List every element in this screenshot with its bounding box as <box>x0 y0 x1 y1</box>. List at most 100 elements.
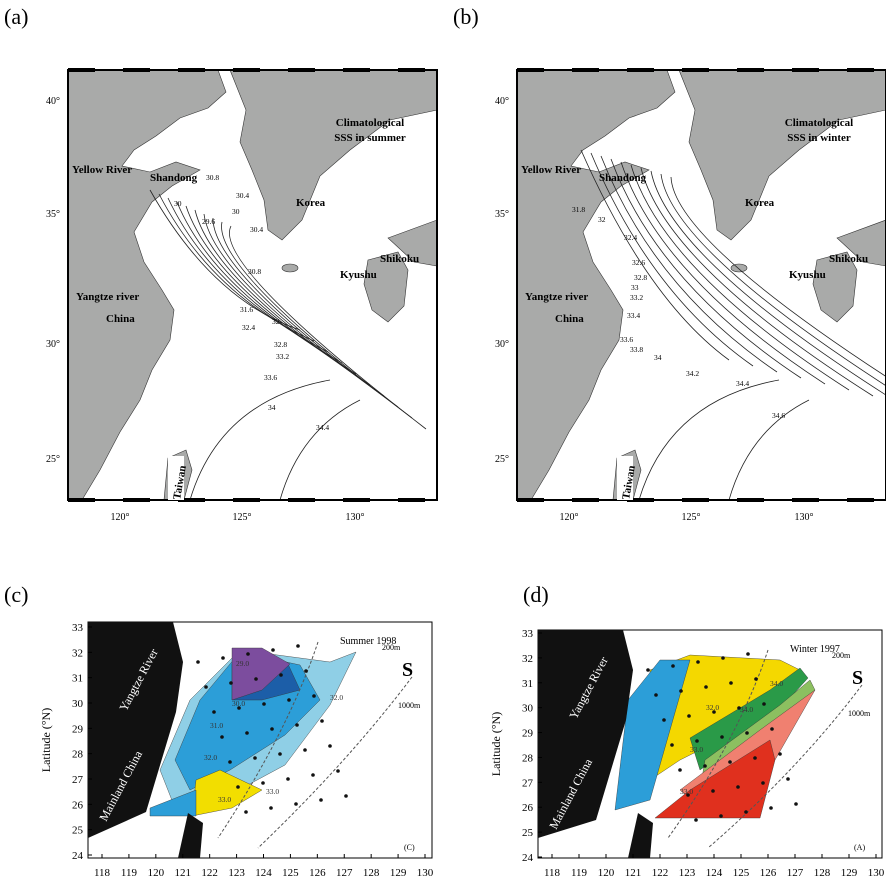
place-name: Yellow River <box>521 164 581 176</box>
y-tick-label: 30 <box>72 698 84 710</box>
contour-label: 30 <box>174 199 182 208</box>
station <box>729 681 733 685</box>
station <box>761 781 765 785</box>
contour-label: 32.4 <box>242 323 255 332</box>
station <box>245 731 249 735</box>
frame-bar <box>288 68 315 72</box>
station <box>228 760 232 764</box>
x-tick-label: 120 <box>148 867 165 879</box>
frame-bar <box>517 68 544 72</box>
figure: (a) Climatological SSS in summer Yellow Riv… <box>0 0 886 882</box>
obs-panel: (d)Winter 1997S200m1000m(A)Yangtze River… <box>489 582 885 879</box>
x-tick-label: 122 <box>652 867 669 879</box>
station <box>328 744 332 748</box>
panel-label: (a) <box>4 4 28 29</box>
y-tick-label: 25 <box>522 827 534 839</box>
lat-tick-label: 35° <box>495 209 509 220</box>
station <box>279 673 283 677</box>
frame-bar <box>682 68 709 72</box>
station <box>736 785 740 789</box>
station <box>679 689 683 693</box>
depth-label: 1000m <box>848 709 871 718</box>
y-tick-label: 28 <box>72 749 84 761</box>
map-title: Climatological <box>336 117 404 129</box>
contour-label: 30.0 <box>232 699 245 708</box>
x-tick-label: 121 <box>175 867 192 879</box>
lat-tick-label: 25° <box>46 454 60 465</box>
place-name: Kyushu <box>789 269 826 281</box>
contour-label: 29.6 <box>202 217 215 226</box>
station <box>311 773 315 777</box>
y-tick-label: 32 <box>522 653 533 665</box>
station <box>670 743 674 747</box>
lat-tick-label: 25° <box>495 454 509 465</box>
x-tick-label: 129 <box>390 867 407 879</box>
x-tick-label: 130 <box>868 867 885 879</box>
frame-bar <box>572 498 599 502</box>
contour-label: 33.6 <box>264 373 277 382</box>
y-tick-label: 31 <box>522 678 533 690</box>
contour-label: 33.2 <box>276 352 289 361</box>
contour-label: 34.6 <box>772 411 785 420</box>
frame-bar <box>343 68 370 72</box>
station <box>678 768 682 772</box>
frame-bar <box>288 498 315 502</box>
place-name: Yangtze river <box>76 291 139 303</box>
station <box>719 814 723 818</box>
x-tick-label: 122 <box>201 867 218 879</box>
frame-bar <box>233 498 260 502</box>
contour-label: 32.0 <box>330 693 343 702</box>
map-title: SSS in winter <box>787 132 851 144</box>
station <box>271 648 275 652</box>
contour-label: 31.8 <box>572 205 585 214</box>
frame-bar <box>737 498 764 502</box>
x-tick-label: 128 <box>814 867 831 879</box>
frame-bar <box>627 68 654 72</box>
map-title: SSS in summer <box>334 132 406 144</box>
lon-tick-label: 130° <box>795 512 814 523</box>
contour-label: 34.2 <box>686 369 699 378</box>
panel-label: (c) <box>4 582 28 607</box>
contour-label: 32.0 <box>706 703 719 712</box>
frame-bar <box>68 68 95 72</box>
y-tick-label: 29 <box>72 723 84 735</box>
station <box>753 756 757 760</box>
station <box>319 798 323 802</box>
x-tick-label: 130 <box>417 867 434 879</box>
x-tick-label: 127 <box>336 867 353 879</box>
x-tick-label: 125 <box>733 867 750 879</box>
station <box>745 731 749 735</box>
station <box>295 723 299 727</box>
contour-label: 32.4 <box>624 233 637 242</box>
place-name: Kyushu <box>340 269 377 281</box>
contour-label: 33.0 <box>690 745 703 754</box>
tag: (C) <box>404 843 415 852</box>
station <box>286 777 290 781</box>
station <box>320 719 324 723</box>
y-tick-label: 33 <box>522 628 534 640</box>
station <box>746 652 750 656</box>
x-tick-label: 127 <box>787 867 804 879</box>
map-title: Climatological <box>785 117 853 129</box>
frame-bar <box>123 68 150 72</box>
lon-tick-label: 120° <box>111 512 130 523</box>
contour-label: 33 <box>631 283 639 292</box>
station <box>246 652 250 656</box>
station <box>744 810 748 814</box>
place-name: China <box>106 313 135 325</box>
x-tick-label: 124 <box>706 867 723 879</box>
station <box>711 789 715 793</box>
y-tick-label: 30 <box>522 703 534 715</box>
frame-bar <box>517 498 544 502</box>
contour-label: 31.6 <box>240 305 253 314</box>
station <box>278 752 282 756</box>
station <box>261 781 265 785</box>
contour-label: 29.0 <box>236 659 249 668</box>
station <box>662 718 666 722</box>
x-tick-label: 128 <box>363 867 380 879</box>
place-name: China <box>555 313 584 325</box>
station <box>344 794 348 798</box>
station <box>728 760 732 764</box>
station <box>654 693 658 697</box>
